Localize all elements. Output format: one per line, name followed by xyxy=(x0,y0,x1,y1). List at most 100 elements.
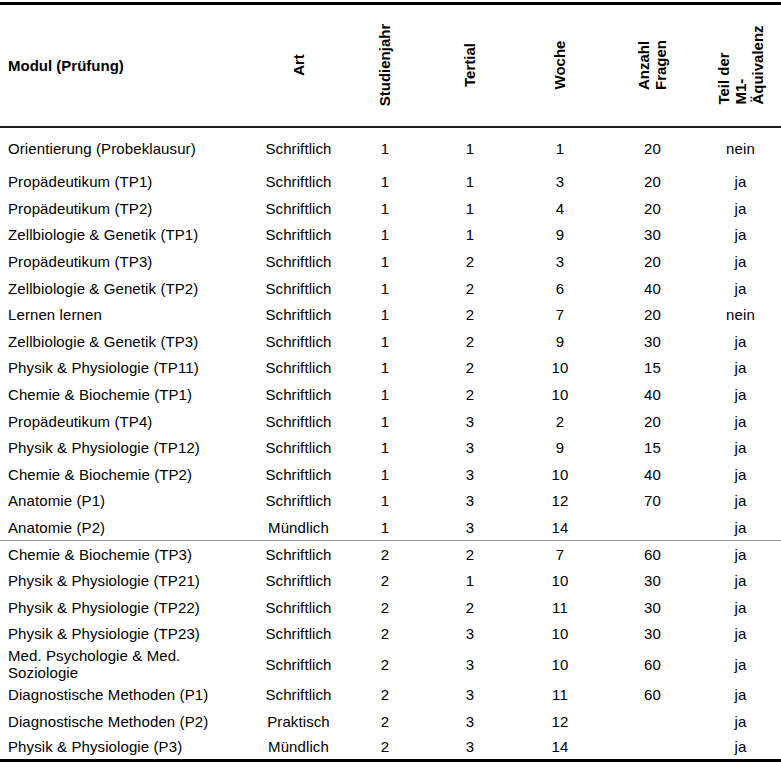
cell-art: Schriftlich xyxy=(252,275,345,302)
cell-anzahl_fragen: 20 xyxy=(605,301,700,328)
column-header-woche: Woche xyxy=(515,4,605,127)
column-header-teil-m1: Teil der M1- Äquivalenz xyxy=(700,4,781,127)
cell-woche: 10 xyxy=(515,355,605,382)
cell-modul: Chemie & Biochemie (TP3) xyxy=(0,541,252,568)
cell-teil_m1: ja xyxy=(700,408,781,435)
cell-anzahl_fragen: 30 xyxy=(605,621,700,648)
cell-tertial: 1 xyxy=(425,195,515,222)
cell-teil_m1: nein xyxy=(700,301,781,328)
column-header-anzahl-fragen-label: Anzahl Fragen xyxy=(636,40,670,90)
cell-anzahl_fragen: 60 xyxy=(605,681,700,708)
cell-teil_m1: ja xyxy=(700,514,781,541)
column-header-studienjahr: Studienjahr xyxy=(345,4,425,127)
cell-tertial: 2 xyxy=(425,301,515,328)
table-header: Modul (Prüfung) Art Studienjahr Tertial … xyxy=(0,4,781,127)
cell-studienjahr: 1 xyxy=(345,328,425,355)
cell-tertial: 3 xyxy=(425,408,515,435)
cell-modul: Propädeutikum (TP1) xyxy=(0,169,252,196)
cell-studienjahr: 1 xyxy=(345,408,425,435)
table-row: Med. Psychologie & Med. SoziologieSchrif… xyxy=(0,647,781,681)
cell-teil_m1: ja xyxy=(700,355,781,382)
cell-modul: Orientierung (Probeklausur) xyxy=(0,127,252,169)
cell-modul: Zellbiologie & Genetik (TP3) xyxy=(0,328,252,355)
cell-modul: Diagnostische Methoden (P1) xyxy=(0,681,252,708)
cell-teil_m1: ja xyxy=(700,567,781,594)
cell-modul: Chemie & Biochemie (TP1) xyxy=(0,381,252,408)
cell-studienjahr: 1 xyxy=(345,222,425,249)
cell-anzahl_fragen xyxy=(605,514,700,541)
cell-tertial: 2 xyxy=(425,248,515,275)
cell-studienjahr: 2 xyxy=(345,647,425,681)
table-row: Propädeutikum (TP2)Schriftlich11420ja xyxy=(0,195,781,222)
cell-art: Schriftlich xyxy=(252,248,345,275)
cell-tertial: 3 xyxy=(425,708,515,735)
cell-tertial: 1 xyxy=(425,169,515,196)
cell-studienjahr: 1 xyxy=(345,169,425,196)
cell-art: Schriftlich xyxy=(252,567,345,594)
cell-teil_m1: ja xyxy=(700,328,781,355)
cell-teil_m1: ja xyxy=(700,275,781,302)
cell-woche: 12 xyxy=(515,488,605,515)
cell-woche: 14 xyxy=(515,734,605,761)
table-row: Anatomie (P1)Schriftlich131270ja xyxy=(0,488,781,515)
cell-anzahl_fragen: 40 xyxy=(605,461,700,488)
cell-modul: Physik & Physiologie (TP12) xyxy=(0,434,252,461)
cell-modul: Physik & Physiologie (TP23) xyxy=(0,621,252,648)
table-row: Chemie & Biochemie (TP2)Schriftlich13104… xyxy=(0,461,781,488)
cell-studienjahr: 1 xyxy=(345,514,425,541)
cell-art: Schriftlich xyxy=(252,488,345,515)
cell-woche: 3 xyxy=(515,248,605,275)
cell-modul: Anatomie (P1) xyxy=(0,488,252,515)
cell-tertial: 2 xyxy=(425,541,515,568)
cell-woche: 10 xyxy=(515,381,605,408)
cell-woche: 10 xyxy=(515,567,605,594)
table-row: Physik & Physiologie (TP21)Schriftlich21… xyxy=(0,567,781,594)
cell-woche: 6 xyxy=(515,275,605,302)
cell-modul: Anatomie (P2) xyxy=(0,514,252,541)
cell-studienjahr: 1 xyxy=(345,275,425,302)
cell-modul: Physik & Physiologie (TP21) xyxy=(0,567,252,594)
cell-tertial: 3 xyxy=(425,461,515,488)
cell-studienjahr: 1 xyxy=(345,488,425,515)
cell-woche: 10 xyxy=(515,647,605,681)
cell-anzahl_fragen: 40 xyxy=(605,275,700,302)
column-header-tertial: Tertial xyxy=(425,4,515,127)
cell-art: Schriftlich xyxy=(252,127,345,169)
cell-teil_m1: ja xyxy=(700,488,781,515)
cell-teil_m1: ja xyxy=(700,434,781,461)
cell-modul: Zellbiologie & Genetik (TP2) xyxy=(0,275,252,302)
cell-studienjahr: 2 xyxy=(345,621,425,648)
cell-tertial: 2 xyxy=(425,328,515,355)
cell-studienjahr: 2 xyxy=(345,681,425,708)
column-header-modul: Modul (Prüfung) xyxy=(0,4,252,127)
cell-tertial: 3 xyxy=(425,514,515,541)
cell-studienjahr: 1 xyxy=(345,461,425,488)
cell-tertial: 1 xyxy=(425,222,515,249)
cell-studienjahr: 1 xyxy=(345,355,425,382)
cell-modul: Zellbiologie & Genetik (TP1) xyxy=(0,222,252,249)
cell-anzahl_fragen: 40 xyxy=(605,381,700,408)
cell-modul: Med. Psychologie & Med. Soziologie xyxy=(0,647,252,681)
table-row: Propädeutikum (TP4)Schriftlich13220ja xyxy=(0,408,781,435)
table-row: Physik & Physiologie (P3)Mündlich2314ja xyxy=(0,734,781,761)
cell-art: Schriftlich xyxy=(252,195,345,222)
cell-tertial: 1 xyxy=(425,567,515,594)
cell-modul: Chemie & Biochemie (TP2) xyxy=(0,461,252,488)
table-row: Physik & Physiologie (TP11)Schriftlich12… xyxy=(0,355,781,382)
column-header-studienjahr-label: Studienjahr xyxy=(377,24,394,107)
cell-teil_m1: ja xyxy=(700,734,781,761)
table-row: Chemie & Biochemie (TP1)Schriftlich12104… xyxy=(0,381,781,408)
cell-teil_m1: ja xyxy=(700,647,781,681)
table-body: Orientierung (Probeklausur)Schriftlich11… xyxy=(0,127,781,761)
cell-studienjahr: 2 xyxy=(345,708,425,735)
cell-studienjahr: 2 xyxy=(345,734,425,761)
cell-anzahl_fragen: 20 xyxy=(605,169,700,196)
cell-art: Schriftlich xyxy=(252,594,345,621)
table-row: Diagnostische Methoden (P2)Praktisch2312… xyxy=(0,708,781,735)
cell-art: Schriftlich xyxy=(252,647,345,681)
cell-teil_m1: ja xyxy=(700,195,781,222)
cell-tertial: 3 xyxy=(425,647,515,681)
cell-tertial: 3 xyxy=(425,621,515,648)
cell-anzahl_fragen: 30 xyxy=(605,567,700,594)
cell-modul: Propädeutikum (TP3) xyxy=(0,248,252,275)
